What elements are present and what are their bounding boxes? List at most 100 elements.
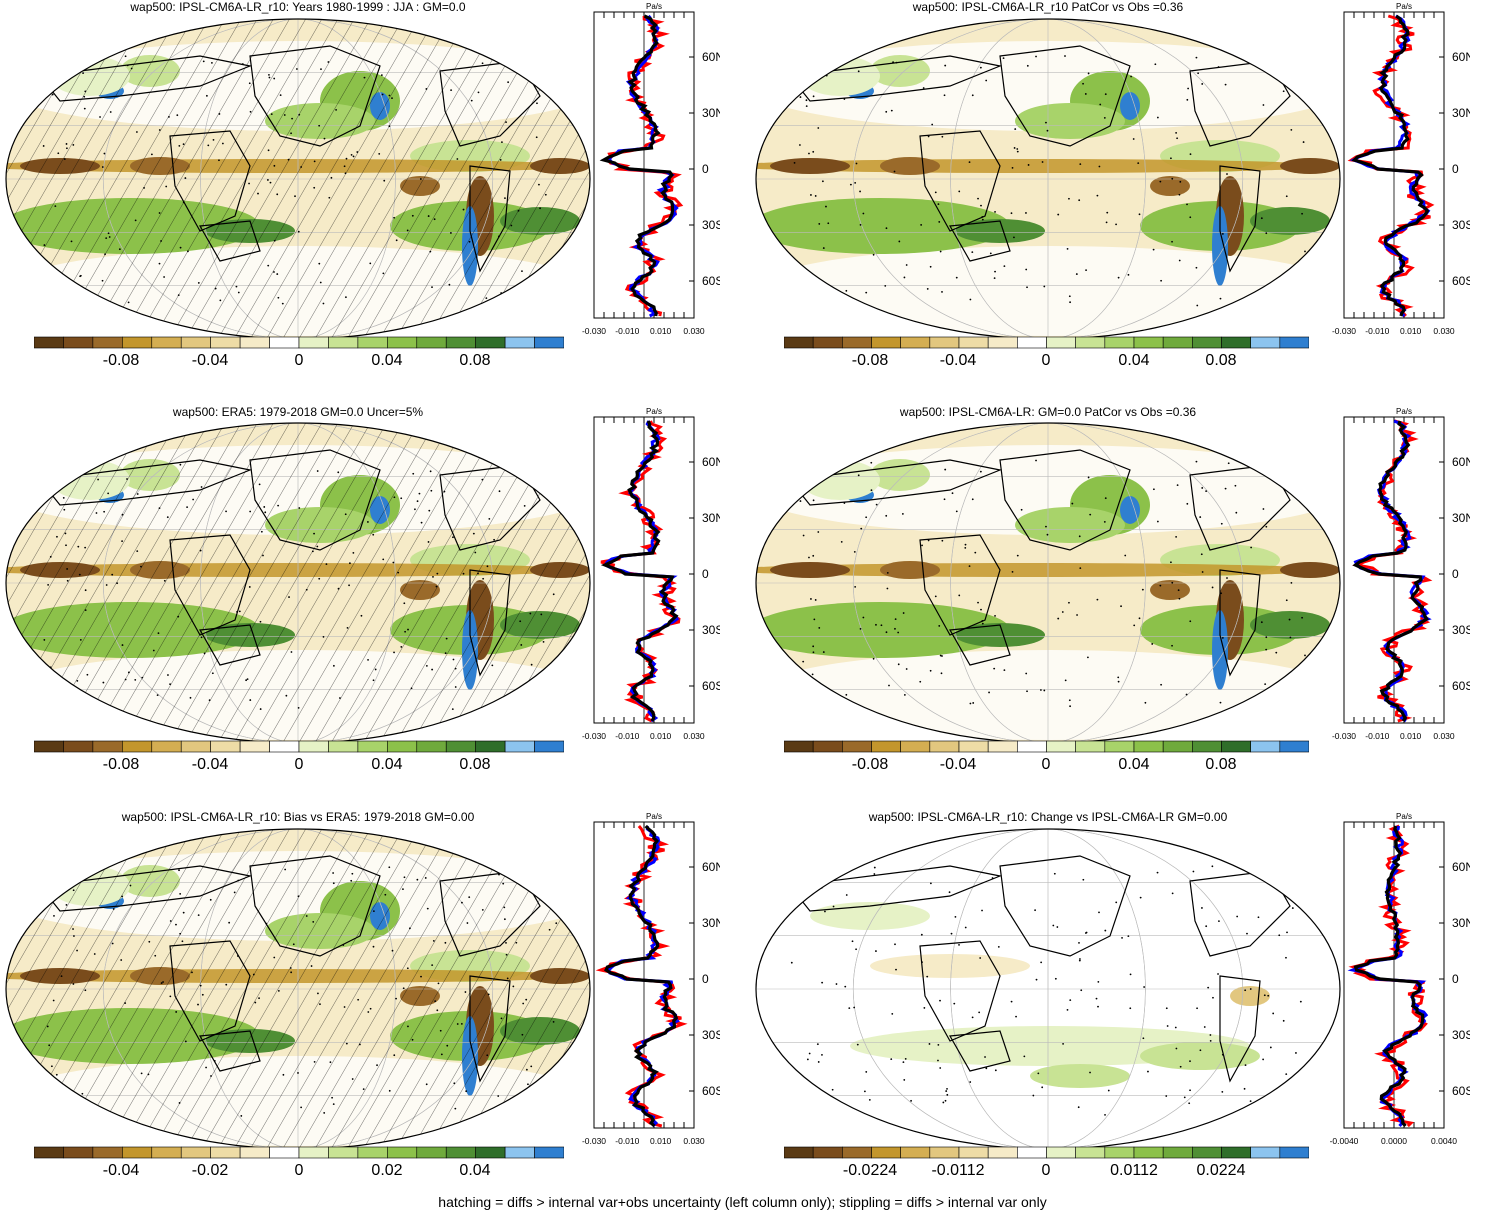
colorbar-swatch bbox=[122, 336, 153, 349]
colorbar-swatch bbox=[357, 1146, 388, 1159]
profile-units: Pa/s bbox=[1396, 407, 1412, 416]
profile-lat-label: 60N bbox=[1452, 860, 1470, 874]
coastline bbox=[788, 459, 1003, 506]
colorbar-swatch bbox=[475, 1146, 506, 1159]
colorbar bbox=[34, 1146, 564, 1159]
colorbar-swatch bbox=[92, 1146, 123, 1159]
colorbar-label: -0.08 bbox=[851, 756, 889, 773]
colorbar-swatch bbox=[784, 336, 814, 349]
colorbar-swatch bbox=[1250, 336, 1281, 349]
zonal-mean-profile: Pa/s 60N 30N 0 30S 60S -0.030 -0.010 0.010 0.030 bbox=[582, 812, 720, 1146]
colorbar-label: -0.0112 bbox=[931, 1162, 985, 1179]
colorbar-swatch bbox=[812, 336, 843, 349]
colorbar-swatch bbox=[1133, 336, 1164, 349]
colorbar-swatch bbox=[1075, 1146, 1106, 1159]
profile-lat-label: 60N bbox=[702, 455, 720, 469]
colorbar-swatch bbox=[1133, 1146, 1164, 1159]
field-patch bbox=[756, 198, 1010, 254]
colorbar-swatch bbox=[387, 336, 418, 349]
colorbar-swatch bbox=[534, 740, 564, 753]
colorbar-swatch bbox=[1250, 1146, 1281, 1159]
profile-lat-label: 30N bbox=[702, 511, 720, 525]
coastline bbox=[999, 449, 1131, 551]
profile-lat-label: 30N bbox=[1452, 916, 1470, 930]
colorbar-swatch bbox=[1046, 740, 1076, 753]
colorbar-swatch bbox=[871, 336, 901, 349]
colorbar-swatch bbox=[958, 740, 989, 753]
colorbar-swatch bbox=[151, 740, 182, 753]
colorbar-swatch bbox=[534, 336, 564, 349]
world-map bbox=[755, 828, 1341, 1150]
profile-lat-label: 30S bbox=[1452, 1028, 1470, 1042]
colorbar-label: 0 bbox=[1041, 756, 1051, 773]
field-patch bbox=[800, 460, 880, 500]
coastline bbox=[788, 55, 1003, 102]
colorbar-swatch bbox=[445, 336, 476, 349]
colorbar-swatch bbox=[871, 1146, 901, 1159]
colorbar-swatch bbox=[298, 1146, 329, 1159]
colorbar-swatch bbox=[987, 1146, 1018, 1159]
world-map bbox=[755, 18, 1341, 340]
colorbar-swatch bbox=[210, 336, 241, 349]
profile-lat-label: 60N bbox=[1452, 50, 1470, 64]
footer-note: hatching = diffs > internal var+obs unce… bbox=[438, 1194, 1047, 1210]
colorbar-label: 0.04 bbox=[1118, 756, 1150, 773]
field-patch bbox=[756, 602, 1010, 658]
profile-lat-label: 0 bbox=[702, 972, 709, 986]
colorbar-swatch bbox=[122, 1146, 153, 1159]
colorbar-label: 0.08 bbox=[459, 756, 491, 773]
profile-lat-label: 30N bbox=[1452, 106, 1470, 120]
colorbar-label: -0.04 bbox=[191, 756, 229, 773]
map-title: wap500: IPSL-CM6A-LR_r10: Years 1980-199… bbox=[130, 0, 466, 14]
profile-x-label: -0.0040 bbox=[1330, 1136, 1359, 1146]
profile-lat-label: 0 bbox=[1452, 162, 1459, 176]
profile-lat-label: 30N bbox=[1452, 511, 1470, 525]
colorbar-swatch bbox=[1133, 740, 1164, 753]
colorbar-swatch bbox=[1075, 740, 1106, 753]
colorbar-label: 0.02 bbox=[371, 1162, 403, 1179]
profile-x-label: 0.010 bbox=[650, 1136, 672, 1146]
profile-line bbox=[1352, 420, 1429, 722]
colorbar-label: -0.08 bbox=[102, 756, 140, 773]
field-patch bbox=[1212, 610, 1228, 690]
map-title: wap500: ERA5: 1979-2018 GM=0.0 Uncer=5% bbox=[172, 405, 424, 419]
colorbar-swatch bbox=[1279, 740, 1309, 753]
profile-x-label: 0.030 bbox=[683, 326, 705, 336]
colorbar-swatch bbox=[958, 1146, 989, 1159]
profile-x-label: 0.010 bbox=[650, 326, 672, 336]
zonal-mean-profile: Pa/s 60N 30N 0 30S 60S -0.030 -0.010 0.010 0.030 bbox=[582, 2, 720, 336]
colorbar-swatch bbox=[328, 336, 359, 349]
colorbar-swatch bbox=[210, 1146, 241, 1159]
profile-x-label: -0.010 bbox=[1365, 326, 1389, 336]
colorbar-swatch bbox=[92, 740, 123, 753]
colorbar-swatch bbox=[1192, 336, 1222, 349]
field-patch bbox=[1030, 1064, 1130, 1088]
profile-x-label: 0.030 bbox=[1433, 326, 1455, 336]
colorbar-label: 0 bbox=[294, 352, 304, 369]
profile-lat-label: 0 bbox=[1452, 972, 1459, 986]
profile-line bbox=[1348, 824, 1428, 1128]
colorbar-swatch bbox=[1192, 1146, 1222, 1159]
colorbar-swatch bbox=[445, 1146, 476, 1159]
colorbar-swatch bbox=[958, 336, 989, 349]
colorbar-swatch bbox=[269, 740, 300, 753]
profile-x-label: 0.010 bbox=[1400, 326, 1422, 336]
coastline bbox=[949, 220, 1011, 262]
field-patch bbox=[770, 562, 850, 578]
field-patch bbox=[880, 561, 940, 579]
colorbar-swatch bbox=[987, 336, 1018, 349]
field-patch bbox=[870, 459, 930, 491]
profile-lat-label: 60S bbox=[1452, 679, 1470, 693]
colorbar-swatch bbox=[298, 336, 329, 349]
colorbar-swatch bbox=[1046, 336, 1076, 349]
profile-lat-label: 30S bbox=[1452, 623, 1470, 637]
world-map bbox=[5, 18, 591, 340]
coastline bbox=[1219, 975, 1261, 1083]
colorbar-swatch bbox=[180, 740, 211, 753]
colorbar-swatch bbox=[180, 336, 211, 349]
colorbar-swatch bbox=[269, 1146, 300, 1159]
profile-units: Pa/s bbox=[1396, 2, 1412, 11]
profile-lat-label: 30N bbox=[702, 106, 720, 120]
colorbar-swatch bbox=[929, 740, 960, 753]
profile-x-label: 0.0040 bbox=[1431, 1136, 1457, 1146]
